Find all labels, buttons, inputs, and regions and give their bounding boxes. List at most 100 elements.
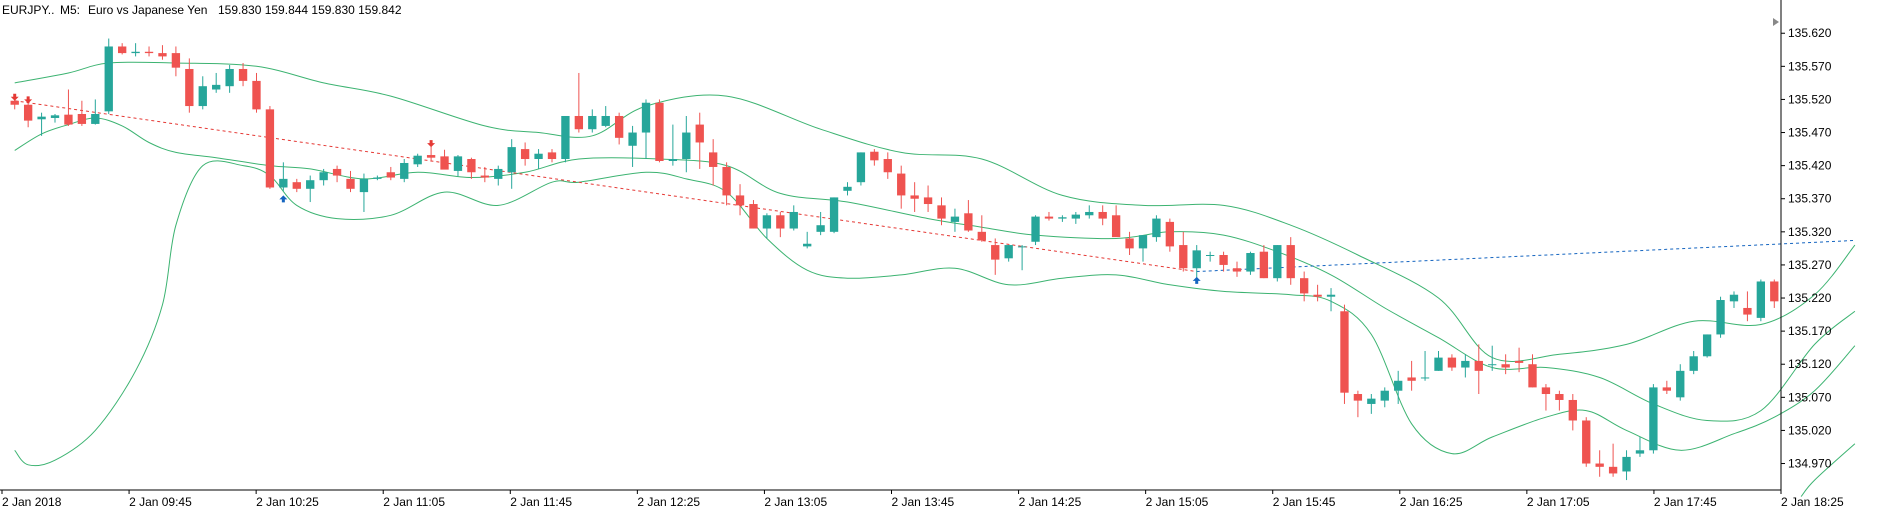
candle[interactable] <box>1246 251 1255 275</box>
candle[interactable] <box>547 149 557 163</box>
candle[interactable] <box>1743 291 1752 322</box>
candle[interactable] <box>534 149 543 169</box>
candle[interactable] <box>279 162 288 191</box>
candle[interactable] <box>1138 235 1148 262</box>
candle[interactable] <box>292 178 301 193</box>
candle[interactable] <box>77 100 87 126</box>
candle[interactable] <box>1702 334 1712 358</box>
candle[interactable] <box>1031 215 1040 246</box>
candle[interactable] <box>1474 344 1483 395</box>
candle[interactable] <box>359 173 369 212</box>
candle[interactable] <box>332 165 342 183</box>
candle[interactable] <box>1313 284 1322 302</box>
candle[interactable] <box>1434 350 1443 371</box>
candle[interactable] <box>762 213 772 239</box>
candle[interactable] <box>413 153 422 167</box>
candle[interactable] <box>520 142 530 166</box>
candle[interactable] <box>1501 354 1510 375</box>
candle[interactable] <box>1165 218 1175 252</box>
candle[interactable] <box>265 106 275 189</box>
candle[interactable] <box>1367 394 1376 414</box>
candle[interactable] <box>1608 443 1618 477</box>
candle[interactable] <box>1205 251 1215 262</box>
candle[interactable] <box>977 215 986 242</box>
candle[interactable] <box>1125 231 1134 255</box>
candle[interactable] <box>991 238 1000 275</box>
candle[interactable] <box>1111 205 1121 238</box>
candle[interactable] <box>131 43 140 57</box>
candle[interactable] <box>1017 245 1027 271</box>
candle[interactable] <box>1300 271 1309 302</box>
candle[interactable] <box>225 65 234 93</box>
candle[interactable] <box>1461 354 1470 378</box>
candle[interactable] <box>1340 304 1349 404</box>
candle[interactable] <box>856 152 866 186</box>
candle[interactable] <box>1689 350 1698 375</box>
candle[interactable] <box>1219 251 1228 272</box>
candle[interactable] <box>1622 450 1631 481</box>
candle[interactable] <box>789 205 798 231</box>
candle[interactable] <box>185 58 194 113</box>
candle[interactable] <box>1085 205 1094 219</box>
candle[interactable] <box>816 211 825 236</box>
candle[interactable] <box>1098 205 1107 226</box>
candle[interactable] <box>118 43 127 55</box>
candle[interactable] <box>1756 279 1766 322</box>
candle[interactable] <box>1071 211 1080 224</box>
candle[interactable] <box>453 155 463 177</box>
candle[interactable] <box>212 72 221 93</box>
candle[interactable] <box>252 72 261 113</box>
candle[interactable] <box>104 38 113 114</box>
candle[interactable] <box>1353 390 1363 418</box>
candle[interactable] <box>668 124 678 166</box>
candle[interactable] <box>1770 279 1779 308</box>
candle[interactable] <box>1326 288 1336 312</box>
candle[interactable] <box>1488 345 1497 371</box>
candle[interactable] <box>749 200 758 229</box>
candle[interactable] <box>722 162 731 206</box>
candle[interactable] <box>37 112 46 136</box>
candlestick-series[interactable] <box>10 38 1779 481</box>
candle[interactable] <box>950 208 960 232</box>
candle[interactable] <box>319 168 328 186</box>
candle[interactable] <box>695 112 704 169</box>
candle[interactable] <box>1407 360 1416 391</box>
candle[interactable] <box>1004 245 1013 262</box>
candle[interactable] <box>870 149 879 166</box>
candle[interactable] <box>1729 291 1739 308</box>
candle[interactable] <box>601 106 610 128</box>
candle[interactable] <box>144 46 154 57</box>
candle[interactable] <box>1232 261 1242 277</box>
candle[interactable] <box>1514 347 1524 373</box>
candle[interactable] <box>1058 215 1067 222</box>
candle[interactable] <box>843 182 852 196</box>
candle[interactable] <box>386 166 395 181</box>
candle[interactable] <box>373 175 382 181</box>
candle[interactable] <box>1179 231 1188 272</box>
candle[interactable] <box>709 139 718 186</box>
candle[interactable] <box>158 45 167 60</box>
candle[interactable] <box>1662 380 1671 395</box>
candle[interactable] <box>1273 245 1282 282</box>
candle[interactable] <box>1259 245 1269 279</box>
candle[interactable] <box>964 200 973 232</box>
candle[interactable] <box>1555 390 1564 411</box>
candle[interactable] <box>1568 394 1577 431</box>
candle[interactable] <box>776 211 785 238</box>
candle[interactable] <box>735 184 745 216</box>
candle[interactable] <box>561 115 570 163</box>
candle[interactable] <box>923 185 933 212</box>
candle[interactable] <box>306 175 315 203</box>
candle[interactable] <box>1394 370 1403 404</box>
candle[interactable] <box>400 159 409 183</box>
candle[interactable] <box>1528 354 1537 388</box>
candle[interactable] <box>1582 417 1591 467</box>
candle[interactable] <box>614 112 624 145</box>
candle[interactable] <box>910 182 919 212</box>
candle[interactable] <box>1635 437 1645 457</box>
candle[interactable] <box>803 231 812 249</box>
candle[interactable] <box>198 76 207 110</box>
candle[interactable] <box>171 46 181 77</box>
candle[interactable] <box>440 149 449 170</box>
